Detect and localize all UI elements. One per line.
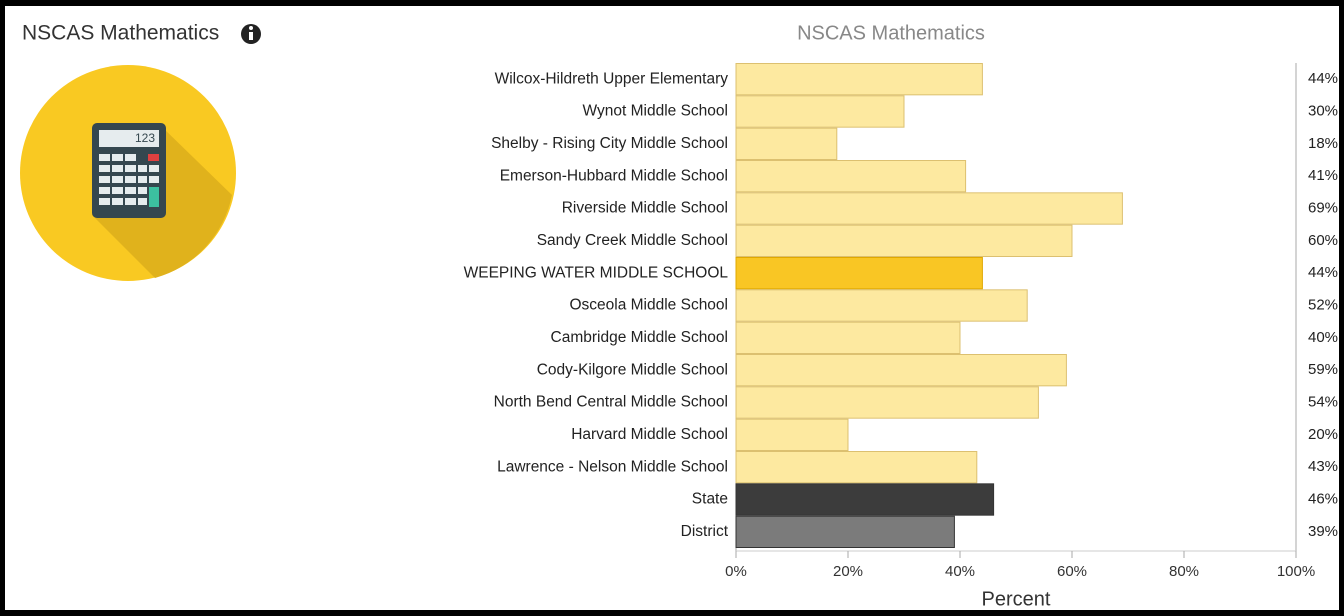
bar (735, 451, 978, 484)
calc-keys (99, 154, 159, 207)
bar (735, 483, 995, 516)
bar (735, 289, 1028, 322)
x-tick-label: 80% (1169, 563, 1199, 580)
y-tick-label: Lawrence - Nelson Middle School (497, 458, 728, 475)
info-dot (249, 26, 253, 30)
x-tick-label: 40% (945, 563, 975, 580)
y-tick-label: Harvard Middle School (571, 426, 728, 443)
y-tick-label: Wilcox-Hildreth Upper Elementary (495, 70, 729, 87)
value-label: 41% (1308, 167, 1338, 184)
bar (735, 160, 967, 193)
x-axis-label: Percent (982, 588, 1051, 610)
bar (735, 418, 849, 451)
y-tick-label: District (681, 523, 729, 540)
panel (5, 6, 1339, 610)
bar (735, 515, 955, 549)
bar (735, 257, 983, 290)
y-tick-label: Wynot Middle School (583, 103, 728, 120)
value-label: 52% (1308, 296, 1338, 313)
y-tick-label: State (692, 491, 728, 508)
y-tick-label: Osceola Middle School (569, 297, 728, 314)
value-label: 18% (1308, 135, 1338, 152)
value-label: 44% (1308, 264, 1338, 281)
y-tick-label: Riverside Middle School (562, 200, 728, 217)
y-tick-label: Shelby - Rising City Middle School (491, 135, 728, 152)
panel-title: NSCAS Mathematics (22, 22, 219, 45)
value-label: 54% (1308, 393, 1338, 410)
value-label: 69% (1308, 199, 1338, 216)
x-tick-label: 0% (725, 563, 747, 580)
value-label: 40% (1308, 329, 1338, 346)
bar (735, 192, 1123, 225)
value-label: 44% (1308, 70, 1338, 87)
value-label: 43% (1308, 458, 1338, 475)
y-tick-label: Cody-Kilgore Middle School (537, 361, 728, 378)
y-tick-label: North Bend Central Middle School (494, 394, 728, 411)
value-label: 39% (1308, 523, 1338, 540)
calculator-icon: 123 (20, 65, 236, 281)
x-tick-label: 20% (833, 563, 863, 580)
chart-title: NSCAS Mathematics (797, 22, 985, 44)
bar (735, 354, 1067, 387)
calc-display (99, 130, 159, 147)
bar (735, 321, 961, 354)
value-label: 30% (1308, 102, 1338, 119)
bar (735, 224, 1073, 258)
bar (735, 95, 905, 128)
value-label: 46% (1308, 490, 1338, 507)
x-tick-label: 60% (1057, 563, 1087, 580)
info-stem (249, 32, 253, 40)
value-label: 60% (1308, 232, 1338, 249)
bar (735, 386, 1039, 419)
bar (735, 63, 983, 96)
info-icon[interactable] (241, 24, 261, 44)
value-label: 20% (1308, 426, 1338, 443)
y-tick-label: Emerson-Hubbard Middle School (500, 167, 728, 184)
y-tick-label: WEEPING WATER MIDDLE SCHOOL (464, 264, 729, 281)
y-tick-label: Cambridge Middle School (551, 329, 728, 346)
bar (735, 127, 838, 161)
y-tick-label: Sandy Creek Middle School (537, 232, 728, 249)
value-label: 59% (1308, 361, 1338, 378)
x-tick-label: 100% (1277, 563, 1315, 580)
calc-digits: 123 (135, 131, 155, 145)
